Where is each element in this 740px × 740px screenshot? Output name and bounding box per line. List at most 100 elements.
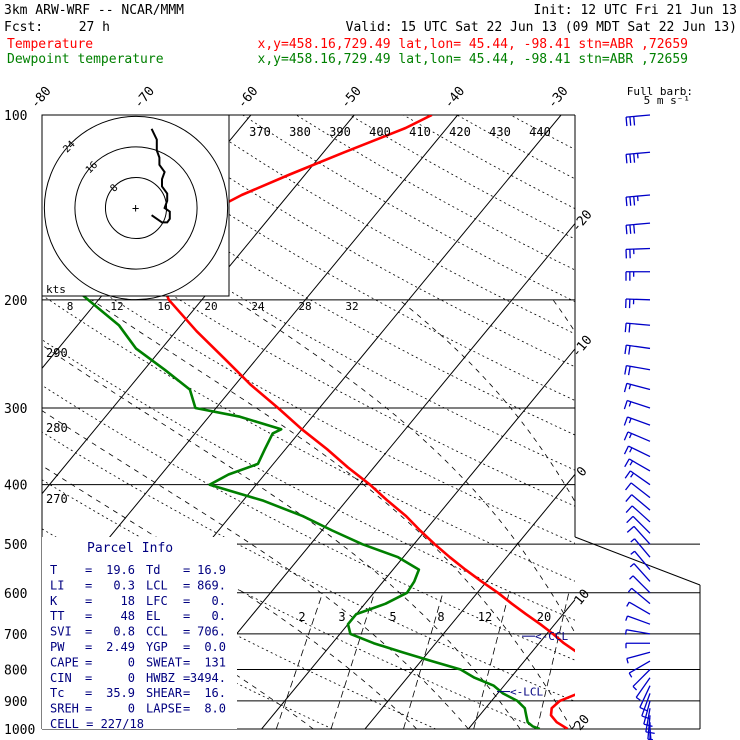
forecast-label: Fcst: [4, 20, 43, 35]
forecast-hour: 27 h [79, 20, 110, 35]
hodograph-ring [104, 176, 168, 240]
parcel-param-value: 19.6 [106, 563, 135, 577]
parcel-equals: = [85, 578, 92, 592]
mixing-ratio-line [403, 592, 444, 729]
wind-barb [627, 587, 651, 605]
wind-barb [625, 505, 651, 523]
mixing-ratio-label: 20 [537, 610, 551, 624]
pressure-tick-label: 600 [4, 587, 27, 602]
wind-barb [623, 399, 651, 410]
pressure-tick-label: 500 [4, 538, 27, 553]
parcel-param-value: 0 [128, 671, 135, 685]
parcel-equals: = [183, 702, 190, 716]
wind-barb [630, 550, 651, 571]
dry-adiabat-line [42, 578, 333, 729]
wind-barb [630, 538, 651, 558]
mixing-ratio-label: 12 [478, 610, 492, 624]
parcel-equals: = [183, 563, 190, 577]
parcel-param-name: HWBZ [146, 671, 175, 685]
theta-tick-label: 380 [289, 125, 311, 139]
pressure-tick-label: 200 [4, 294, 27, 309]
dry-adiabat-line [42, 166, 575, 471]
wind-barb [625, 482, 651, 499]
parcel-param-name: K [50, 594, 58, 608]
wind-barb [625, 271, 650, 281]
mixing-ratio-label: 2 [298, 610, 305, 624]
hodograph-scale-label: 32 [345, 300, 358, 313]
parcel-param-value: 0.0 [204, 640, 226, 654]
parcel-equals: = [183, 671, 190, 685]
wind-barb [623, 431, 651, 442]
wind-barb [625, 194, 651, 207]
parcel-levels: <-LCL <-CCL [497, 630, 568, 699]
parcel-param-name: SVI [50, 625, 72, 639]
parcel-equals: = [85, 609, 92, 623]
wind-barb [635, 677, 651, 701]
parcel-param-value: 16.9 [197, 563, 226, 577]
parcel-param-value: 0.3 [113, 578, 135, 592]
parcel-param-name: Td [146, 563, 160, 577]
wind-barb [629, 563, 651, 582]
right-axis-slant [574, 536, 701, 586]
parcel-info-title: Parcel Info [87, 541, 173, 556]
parcel-param-value: 3494. [190, 671, 226, 685]
mixing-ratio-line [473, 592, 510, 729]
parcel-equals: = [85, 671, 92, 685]
parcel-equals: = [183, 594, 190, 608]
wind-barb [626, 651, 651, 664]
parcel-param-value: 35.9 [106, 686, 135, 700]
isotherm-line [468, 598, 575, 729]
parcel-param-name: CAPE [50, 655, 79, 669]
dewpoint-legend: Dewpoint temperature [7, 52, 164, 67]
model-title: 3km ARW-WRF -- NCAR/MMM [4, 3, 184, 18]
wind-barb [625, 615, 651, 625]
parcel-equals: = [85, 686, 92, 700]
parcel-param-name: CIN [50, 671, 72, 685]
mixing-ratio-label: 5 [389, 610, 396, 624]
dewpoint-location: x,y=458.16,729.49 lat,lon= 45.44, -98.41… [258, 52, 688, 67]
theta-tick-label: 420 [449, 125, 471, 139]
hodograph-ring [43, 115, 229, 301]
wind-barb [625, 642, 650, 649]
parcel-param-name: LAPSE [146, 702, 182, 716]
wind-barb [624, 364, 651, 376]
lcl-label: <-LCL [510, 686, 543, 699]
parcel-equals: = [85, 563, 92, 577]
barb-legend-units: 5 m s⁻¹ [644, 94, 690, 107]
hodograph-trace [150, 128, 171, 224]
hodograph-scale-label: 8 [67, 300, 74, 313]
parcel-equals: = [183, 578, 190, 592]
parcel-param-value: 0 [128, 655, 135, 669]
wind-barb [625, 151, 651, 164]
hodograph-scale-label: 16 [157, 300, 170, 313]
wind-barb [643, 700, 653, 728]
wind-barb [632, 669, 651, 691]
wind-barb [625, 247, 651, 259]
wind-barb [625, 298, 651, 309]
pressure-tick-label: 1000 [4, 723, 35, 738]
theta-tick-label: 400 [369, 125, 391, 139]
wind-barb [624, 629, 651, 635]
mixing-ratio-line [330, 592, 375, 729]
parcel-param-name: PW [50, 640, 65, 654]
parcel-param-value: 0. [212, 594, 226, 608]
isotherm-line [364, 473, 575, 729]
wind-barb [624, 322, 651, 333]
parcel-equals: = [183, 686, 190, 700]
pressure-tick-label: 700 [4, 628, 27, 643]
wind-barb [628, 660, 651, 678]
parcel-param-value: 131 [204, 655, 226, 669]
parcel-param-value: 18 [121, 594, 135, 608]
parcel-param-name: CCL [146, 625, 168, 639]
parcel-param-name: T [50, 563, 57, 577]
parcel-equals: = [183, 640, 190, 654]
hodograph-scale-label: 12 [110, 300, 123, 313]
hodograph-origin: + [132, 201, 139, 215]
hodograph-scale-label: 20 [204, 300, 217, 313]
theta-tick-label: 410 [409, 125, 431, 139]
parcel-equals: = [85, 625, 92, 639]
temperature-location: x,y=458.16,729.49 lat,lon= 45.44, -98.41… [258, 37, 688, 52]
wind-barb [625, 114, 651, 127]
parcel-equals: = [183, 655, 190, 669]
wind-barb [623, 445, 651, 458]
